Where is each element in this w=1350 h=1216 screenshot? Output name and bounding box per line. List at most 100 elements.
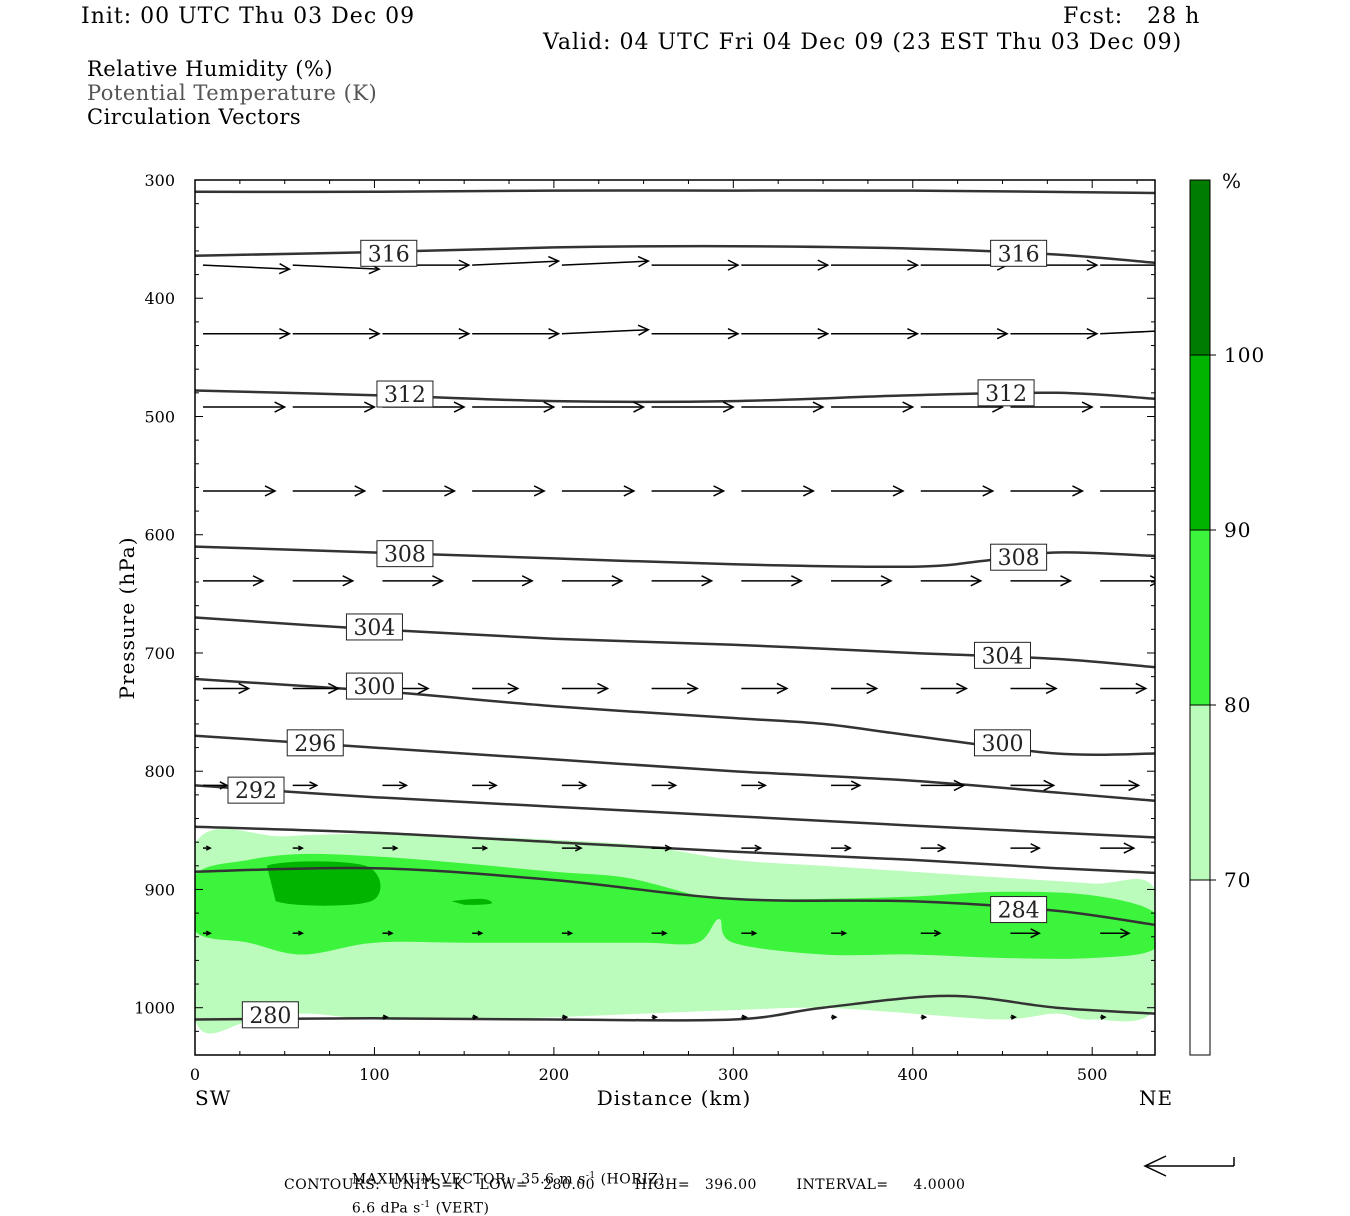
circulation-vector [1100, 779, 1141, 792]
vector-head [274, 401, 287, 413]
vector-head [1162, 486, 1172, 496]
vector-head [252, 575, 265, 587]
horiz-exponent: -1 [585, 1171, 596, 1181]
colorbar: 70 80 90 100 [1189, 179, 1264, 1056]
circulation-vector [472, 328, 561, 340]
vector-head [548, 328, 561, 340]
forecast-hour: Fcst: 28 h [1063, 4, 1201, 29]
vector-head [567, 930, 574, 936]
y-axis-label: Pressure (hPa) [115, 537, 139, 700]
vector-head [392, 845, 399, 851]
circulation-vector [382, 781, 409, 790]
reference-vector [1143, 1155, 1235, 1177]
circulation-vector [1010, 928, 1041, 939]
x-end-label-ne: NE [1139, 1086, 1173, 1110]
vector-head [754, 844, 763, 852]
contour-label-300-1: 300 [973, 729, 1031, 757]
contour-info: CONTOURS: UNITS=K LOW= 280.00 HIGH= 396.… [284, 1177, 966, 1193]
circulation-vector [920, 575, 983, 587]
rh-region-90-2 [266, 861, 381, 906]
theta-contour-296 [195, 734, 1155, 803]
theta-contour-312 [195, 389, 1155, 404]
vector-head [722, 401, 735, 413]
circulation-vector [472, 781, 498, 790]
vector-head [652, 1014, 659, 1020]
vector-head [1128, 779, 1141, 792]
circulation-vector [741, 781, 767, 790]
vector-head [597, 682, 610, 695]
vector-head [937, 843, 947, 853]
vector-head [623, 485, 636, 497]
contour-label-box [345, 613, 403, 641]
circulation-vector [292, 781, 319, 790]
circulation-vector [651, 781, 678, 790]
vector-shaft [1100, 330, 1155, 335]
vector-head [633, 401, 646, 413]
vector-head [444, 485, 457, 497]
theta-contour-320 [195, 189, 1155, 195]
vector-head [741, 1014, 748, 1020]
plot-frame [194, 179, 1156, 1056]
circulation-vector [651, 682, 699, 695]
y-tick-label-700: 700 [144, 644, 175, 663]
vector-head [1177, 260, 1187, 270]
circulation-vector [382, 1014, 389, 1020]
vector-head [354, 485, 367, 497]
vector-head [1172, 402, 1182, 412]
vector-head [701, 575, 714, 587]
circulation-vector [651, 328, 740, 340]
circulation-vector [1010, 1014, 1017, 1020]
contour-label-304-1: 304 [973, 641, 1031, 669]
vector-head [543, 401, 556, 413]
circulation-vector [920, 328, 1009, 340]
contour-label-text: 312 [985, 382, 1027, 407]
circulation-vectors [202, 255, 1187, 1020]
circulation-vector [1010, 575, 1073, 587]
y-tick-label-500: 500 [144, 407, 175, 426]
vector-head [953, 779, 966, 792]
vert-exponent: -1 [420, 1199, 431, 1210]
vector-head [507, 682, 520, 695]
vector-head [458, 328, 471, 340]
vector-head [387, 930, 394, 936]
circulation-vector [741, 401, 825, 413]
circulation-vector [1010, 401, 1094, 413]
vector-head [844, 844, 852, 852]
vector-head [840, 930, 848, 937]
vector-head [521, 575, 534, 587]
circulation-vector [561, 930, 574, 936]
legend-relative-humidity: Relative Humidity (%) [87, 57, 334, 81]
circulation-vector [1010, 843, 1041, 854]
contour-label-box [973, 729, 1031, 757]
contour-label-text: 300 [353, 675, 395, 700]
vector-head [382, 1014, 389, 1020]
contour-label-text: 300 [981, 732, 1023, 757]
contour-label-box [973, 641, 1031, 669]
vector-head [686, 682, 699, 695]
circulation-vector [1100, 1014, 1107, 1020]
circulation-vector [472, 575, 534, 587]
vector-head [1176, 325, 1186, 335]
colorbar-label-70: 70 [1224, 868, 1251, 892]
circulation-vector [292, 682, 340, 695]
x-tick-label-500: 500 [1077, 1065, 1108, 1084]
contour-label-text: 304 [981, 644, 1023, 669]
vector-head [219, 781, 229, 790]
vector-head [664, 844, 673, 852]
vector-head [1086, 328, 1099, 340]
colorbar-bin-0 [1190, 880, 1210, 1055]
vector-head [970, 575, 983, 587]
contour-label-text: 284 [998, 899, 1040, 924]
vector-head [432, 575, 445, 587]
circulation-vector [920, 843, 947, 853]
vector-head [751, 930, 758, 937]
circulation-vector [561, 324, 650, 336]
circulation-vector [203, 781, 229, 790]
vector-head [1100, 1014, 1107, 1020]
vector-head [1123, 842, 1136, 854]
contour-label-304-0: 304 [345, 613, 403, 641]
legend-potential-temperature: Potential Temperature (K) [87, 81, 378, 105]
colorbar-label-90: 90 [1224, 518, 1251, 542]
rh-region-90-3 [451, 898, 492, 905]
circulation-vector [920, 485, 995, 497]
